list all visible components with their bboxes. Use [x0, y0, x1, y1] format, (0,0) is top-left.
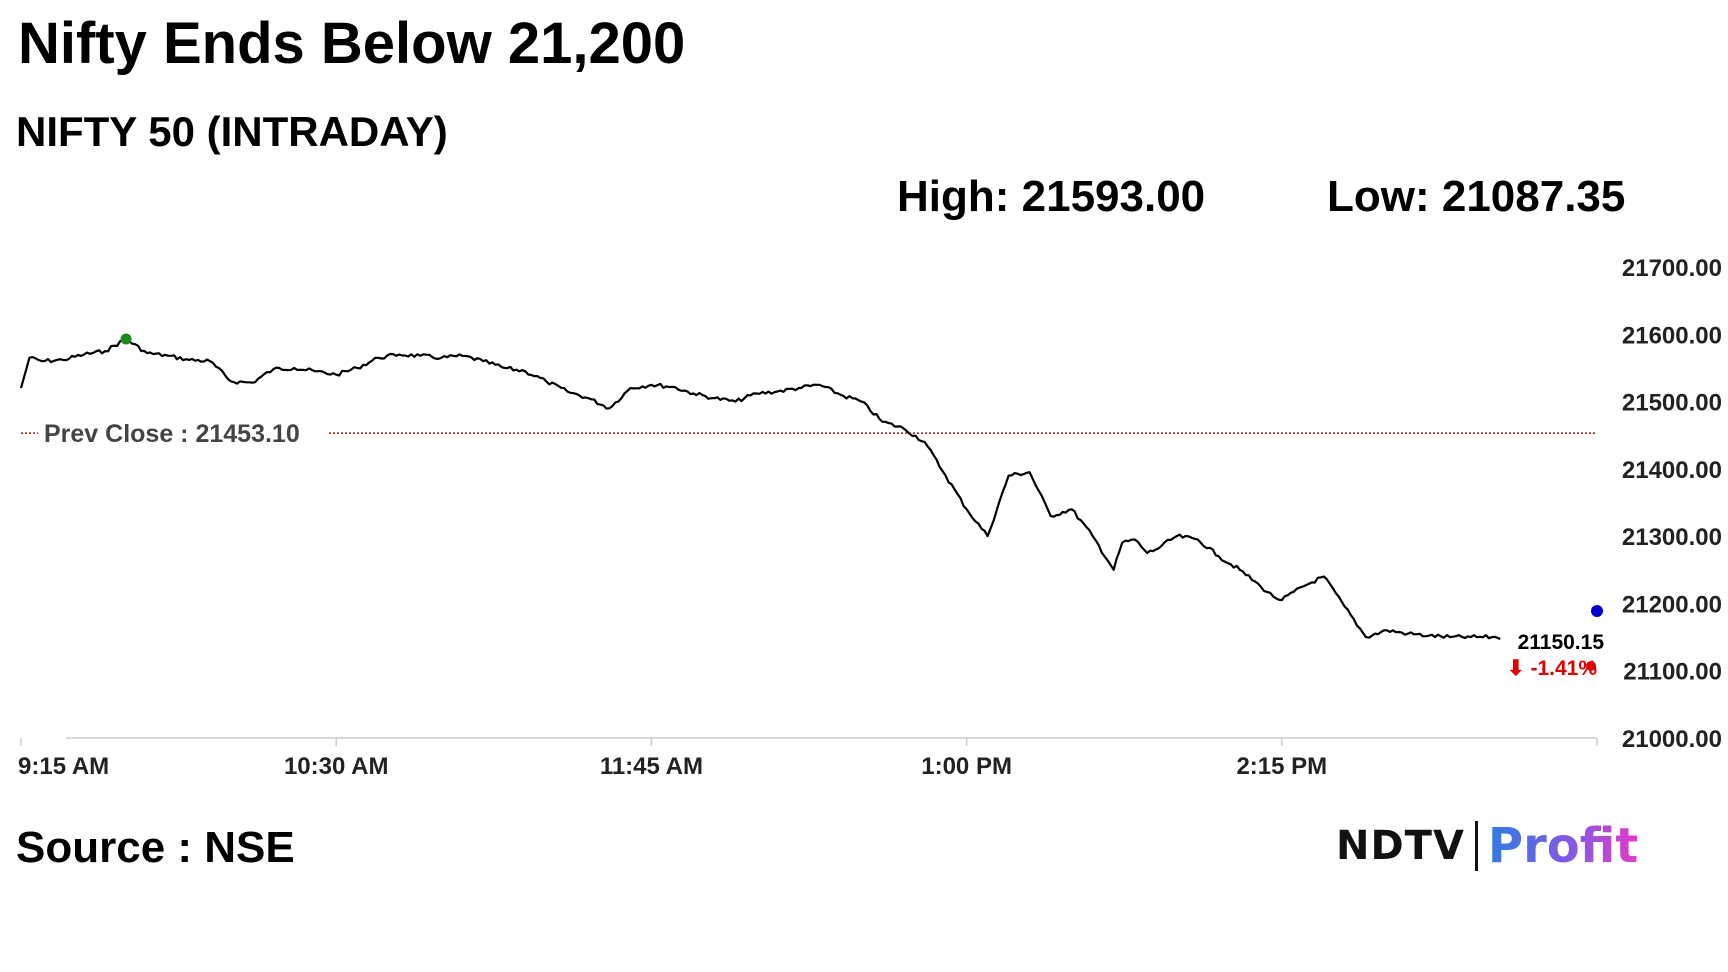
last-price-marker: [1591, 604, 1603, 617]
chart-subtitle: NIFTY 50 (INTRADAY): [16, 108, 448, 155]
x-tick-label: 11:45 AM: [600, 753, 703, 780]
x-tick-label: 10:30 AM: [284, 753, 388, 780]
x-tick-label: 1:00 PM: [921, 753, 1012, 780]
logo-divider: [1474, 821, 1478, 871]
x-axis-ticks: 9:15 AM 10:30 AM 11:45 AM 1:00 PM 2:15 PM: [18, 738, 1598, 780]
logo-profit-text: Profit: [1487, 818, 1639, 874]
y-tick-label: 21500.00: [1622, 390, 1722, 417]
percent-change-label: ⬇ -1.41%: [1507, 657, 1597, 680]
logo-ndtv-text: NDTV: [1336, 823, 1465, 869]
last-price-label: 21150.15: [1518, 631, 1605, 654]
y-tick-label: 21300.00: [1622, 524, 1722, 551]
series-line: [19, 337, 1501, 641]
y-tick-label: 21000.00: [1622, 726, 1722, 753]
x-tick-label: 2:15 PM: [1236, 753, 1327, 780]
y-tick-label: 21200.00: [1622, 591, 1722, 618]
y-tick-label: 21600.00: [1622, 322, 1722, 349]
y-tick-label: 21100.00: [1623, 659, 1722, 686]
source-label: Source : NSE: [16, 823, 295, 872]
prev-close-label-bg: [38, 415, 328, 450]
x-tick-label: 9:15 AM: [18, 753, 109, 780]
change-dot-marker: [1586, 660, 1596, 671]
day-high-marker: [120, 333, 132, 345]
chart-title: Nifty Ends Below 21,200: [18, 11, 686, 76]
intraday-line-chart: 21000.00 21100.00 21200.00 21300.00 21400.00…: [18, 255, 1722, 780]
high-value: High: 21593.00: [897, 172, 1206, 221]
low-value: Low: 21087.35: [1327, 172, 1626, 221]
y-axis-ticks: 21000.00 21100.00 21200.00 21300.00 21400.00…: [1622, 255, 1722, 753]
y-tick-label: 21700.00: [1622, 255, 1722, 282]
y-tick-label: 21400.00: [1622, 457, 1722, 484]
prev-close-label: Prev Close : 21453.10: [44, 420, 300, 448]
ndtv-profit-logo: NDTV Profit: [1336, 818, 1638, 874]
